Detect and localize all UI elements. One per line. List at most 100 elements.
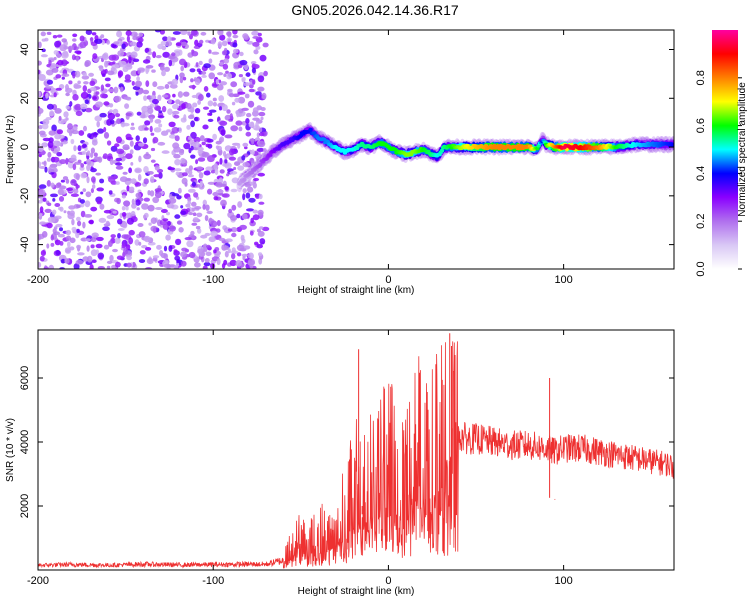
noise-speckle <box>102 226 110 231</box>
noise-speckle <box>197 228 202 234</box>
noise-speckle <box>130 126 136 131</box>
noise-speckle <box>45 117 52 121</box>
noise-speckle <box>129 186 135 192</box>
noise-speckle <box>229 170 238 175</box>
noise-speckle <box>135 192 142 199</box>
noise-speckle <box>241 155 246 161</box>
noise-speckle <box>71 226 77 232</box>
noise-speckle <box>229 215 238 221</box>
noise-speckle <box>68 80 73 85</box>
noise-speckle <box>59 241 64 246</box>
noise-speckle <box>41 142 49 148</box>
noise-speckle <box>188 165 193 172</box>
noise-speckle <box>202 265 208 269</box>
noise-speckle <box>180 65 184 72</box>
noise-speckle <box>192 102 198 108</box>
noise-speckle <box>210 220 218 228</box>
noise-speckle <box>219 81 228 86</box>
noise-speckle <box>80 91 89 99</box>
noise-speckle <box>90 152 94 158</box>
noise-speckle <box>258 252 263 257</box>
noise-speckle <box>142 59 151 64</box>
noise-speckle <box>128 229 135 236</box>
noise-speckle <box>242 193 246 201</box>
noise-speckle <box>248 88 255 93</box>
noise-speckle <box>38 213 43 217</box>
noise-speckle <box>194 262 201 268</box>
noise-speckle <box>56 53 62 58</box>
noise-speckle <box>260 107 266 111</box>
noise-speckle <box>153 127 162 133</box>
noise-speckle <box>194 206 202 210</box>
noise-speckle <box>259 238 266 245</box>
noise-speckle <box>143 153 152 160</box>
y-tick-label: -40 <box>19 237 31 253</box>
noise-speckle <box>227 248 231 254</box>
noise-speckle <box>88 72 94 77</box>
noise-speckle <box>191 201 197 207</box>
noise-speckle <box>205 143 210 148</box>
noise-speckle <box>65 157 69 165</box>
noise-speckle <box>107 112 116 120</box>
noise-speckle <box>169 225 176 232</box>
noise-speckle <box>189 68 196 73</box>
noise-speckle <box>90 244 95 249</box>
noise-speckle <box>65 235 72 241</box>
noise-speckle <box>180 251 187 258</box>
noise-speckle <box>68 205 76 210</box>
noise-speckle <box>224 134 233 139</box>
noise-speckle <box>186 240 194 248</box>
noise-speckle <box>73 263 80 269</box>
noise-speckle <box>207 155 215 163</box>
noise-speckle <box>225 145 231 152</box>
noise-speckle <box>150 132 155 136</box>
noise-speckle <box>141 111 146 115</box>
noise-speckle <box>104 68 108 74</box>
noise-speckle <box>199 135 205 142</box>
noise-speckle <box>207 188 213 195</box>
noise-speckle <box>56 129 64 135</box>
noise-speckle <box>71 54 76 61</box>
noise-speckle <box>48 130 56 136</box>
noise-speckle <box>237 165 245 171</box>
track-core <box>528 144 533 148</box>
noise-speckle <box>231 101 236 106</box>
noise-speckle <box>230 227 238 233</box>
noise-speckle <box>257 32 262 37</box>
noise-speckle <box>58 185 67 190</box>
noise-speckle <box>112 210 117 214</box>
noise-speckle <box>154 207 163 210</box>
noise-speckle <box>210 230 218 237</box>
noise-speckle <box>246 112 252 118</box>
noise-speckle <box>241 253 249 257</box>
noise-speckle <box>215 189 224 194</box>
noise-speckle <box>84 61 90 68</box>
noise-speckle <box>99 112 107 118</box>
noise-speckle <box>252 41 260 47</box>
noise-speckle <box>175 238 182 246</box>
noise-speckle <box>175 171 180 176</box>
noise-speckle <box>250 217 254 224</box>
noise-speckle <box>148 222 152 226</box>
noise-speckle <box>45 92 49 99</box>
noise-speckle <box>171 126 180 134</box>
noise-speckle <box>106 260 113 264</box>
noise-speckle <box>76 184 80 189</box>
noise-speckle <box>95 91 100 95</box>
noise-speckle <box>246 208 254 212</box>
noise-speckle <box>190 131 197 139</box>
noise-speckle <box>95 172 101 176</box>
noise-speckle <box>74 70 81 78</box>
noise-speckle <box>203 247 208 253</box>
noise-speckle <box>245 118 250 124</box>
noise-speckle <box>155 105 162 112</box>
noise-speckle <box>89 80 96 87</box>
noise-speckle <box>216 220 221 227</box>
noise-speckle <box>173 146 181 153</box>
noise-speckle <box>103 244 110 250</box>
noise-speckle <box>262 42 269 48</box>
noise-speckle <box>140 113 146 119</box>
noise-speckle <box>38 130 46 136</box>
noise-speckle <box>222 63 229 70</box>
